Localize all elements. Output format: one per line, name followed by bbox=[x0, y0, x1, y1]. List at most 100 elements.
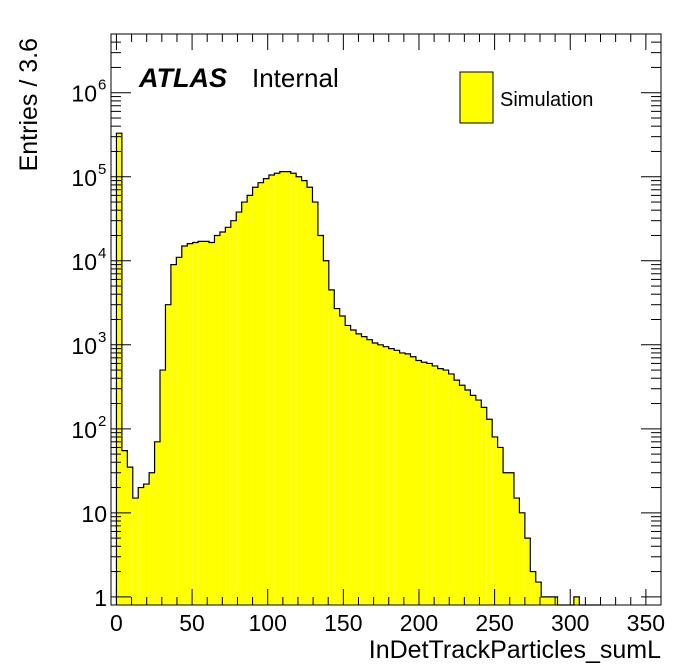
histogram-bin bbox=[301, 180, 308, 606]
histogram-bin bbox=[279, 171, 286, 605]
histogram-bin bbox=[426, 363, 433, 605]
y-tick-label: 10 bbox=[81, 501, 107, 527]
histogram-bin bbox=[432, 365, 438, 605]
histogram-bin bbox=[454, 380, 460, 605]
histogram-bin bbox=[475, 400, 482, 605]
histogram-bin bbox=[247, 195, 253, 605]
histogram-bin bbox=[388, 348, 395, 605]
histogram-bin bbox=[138, 487, 144, 605]
histogram-bin bbox=[399, 352, 406, 605]
histogram-bin bbox=[154, 441, 161, 605]
x-tick-label: 100 bbox=[249, 610, 287, 636]
histogram-bin bbox=[492, 436, 498, 605]
histogram-bin bbox=[274, 173, 280, 605]
internal-label: Internal bbox=[252, 63, 339, 93]
histogram-bin bbox=[143, 484, 150, 605]
histogram-bin bbox=[519, 512, 525, 605]
histogram-bin bbox=[209, 242, 215, 605]
histogram-bin bbox=[132, 498, 139, 605]
histogram-bin bbox=[160, 370, 166, 605]
histogram-bin bbox=[394, 350, 400, 605]
x-tick-label: 0 bbox=[110, 610, 123, 636]
histogram-bin bbox=[165, 304, 171, 605]
x-tick-label: 250 bbox=[475, 610, 513, 636]
histogram-bin bbox=[356, 333, 362, 605]
histogram-bin bbox=[176, 257, 182, 605]
histogram-bin bbox=[312, 202, 318, 606]
legend-label-simulation: Simulation bbox=[500, 89, 593, 111]
y-tick-label: 10 bbox=[71, 81, 97, 107]
histogram-bin bbox=[524, 538, 531, 605]
histogram-bin bbox=[530, 571, 536, 605]
histogram-bin bbox=[323, 260, 329, 605]
histogram-bin bbox=[149, 472, 155, 605]
y-tick-exponent: 3 bbox=[98, 329, 106, 346]
atlas-label: ATLAS bbox=[138, 63, 227, 93]
histogram-bin bbox=[339, 316, 346, 605]
x-tick-label: 150 bbox=[324, 610, 362, 636]
histogram-bin bbox=[328, 289, 335, 605]
histogram-bin bbox=[448, 373, 455, 605]
x-tick-label: 200 bbox=[400, 610, 438, 636]
histogram-bin bbox=[383, 346, 389, 605]
histogram-bin bbox=[508, 472, 514, 605]
histogram-bin bbox=[573, 596, 580, 605]
histogram-bin bbox=[285, 171, 291, 605]
histogram-bin bbox=[225, 227, 231, 605]
histogram-bin bbox=[116, 133, 122, 605]
x-axis-ticks bbox=[115, 34, 662, 605]
y-tick-label: 10 bbox=[71, 249, 97, 275]
histogram-bin bbox=[372, 343, 378, 605]
histogram-bin bbox=[198, 241, 204, 606]
y-tick-exponent: 4 bbox=[98, 245, 106, 262]
histogram-bin bbox=[361, 336, 367, 605]
histogram-bin bbox=[219, 232, 226, 606]
x-axis-title: InDetTrackParticles_sumL bbox=[369, 636, 661, 664]
histogram-bin bbox=[366, 339, 373, 605]
histogram-bin bbox=[290, 173, 297, 605]
histogram-bin bbox=[410, 356, 416, 605]
y-tick-label: 10 bbox=[71, 417, 97, 443]
histogram-bin bbox=[268, 174, 275, 605]
histogram-bin bbox=[486, 419, 493, 605]
histogram-bin bbox=[187, 243, 193, 605]
histogram-bin bbox=[121, 450, 128, 605]
x-tick-label: 350 bbox=[627, 610, 665, 636]
histogram-bin bbox=[214, 235, 220, 605]
histogram-bin bbox=[203, 241, 210, 606]
histogram-bin bbox=[546, 596, 553, 605]
histogram-bin bbox=[350, 329, 357, 605]
x-axis-tick-labels: 0 50 100 150 200 250 300 350 bbox=[110, 610, 665, 636]
histogram-bin bbox=[236, 212, 242, 606]
histogram-bars bbox=[115, 132, 602, 606]
histogram-bin bbox=[415, 360, 422, 605]
x-tick-label: 50 bbox=[179, 610, 205, 636]
histogram-bin bbox=[334, 308, 340, 605]
y-axis-ticks bbox=[111, 33, 661, 598]
histogram-bin bbox=[252, 187, 259, 605]
histogram-bin bbox=[497, 447, 504, 605]
histogram-bin bbox=[181, 245, 188, 605]
histogram-bin bbox=[230, 220, 237, 606]
histogram-bin bbox=[127, 467, 133, 605]
histogram-bin bbox=[513, 498, 520, 605]
histogram-bin bbox=[377, 344, 384, 605]
y-tick-exponent: 2 bbox=[98, 413, 106, 430]
histogram-bin bbox=[307, 187, 313, 605]
y-axis-title: Entries / 3.6 bbox=[15, 38, 43, 171]
histogram-bin bbox=[241, 202, 248, 606]
y-tick-exponent: 6 bbox=[98, 77, 106, 94]
histogram-outline bbox=[115, 132, 602, 606]
histogram-bin bbox=[481, 407, 487, 605]
legend-swatch-simulation bbox=[459, 71, 494, 124]
histogram-bin bbox=[470, 395, 476, 605]
y-tick-label: 10 bbox=[71, 333, 97, 359]
histogram-bin bbox=[258, 182, 264, 605]
histogram-bin bbox=[503, 472, 509, 605]
histogram-bin bbox=[443, 370, 449, 605]
y-tick-label: 10 bbox=[71, 165, 97, 191]
y-tick-label: 1 bbox=[94, 585, 107, 611]
histogram-bin bbox=[437, 368, 444, 605]
histogram-bin bbox=[170, 264, 177, 605]
